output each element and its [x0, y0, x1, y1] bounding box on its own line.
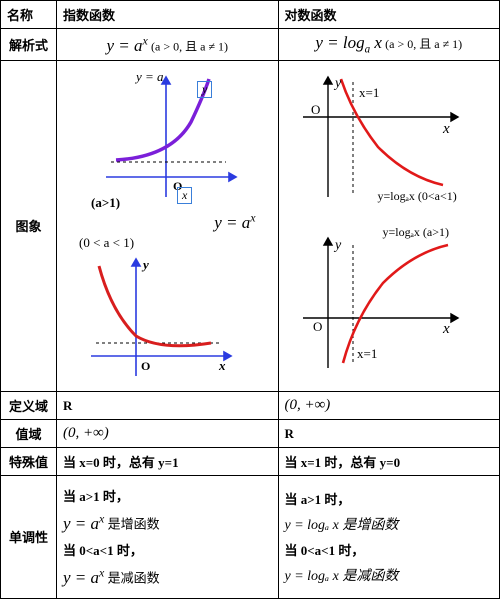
exp-a-lt1-caption: (0 < a < 1): [79, 235, 274, 251]
row-special: 特殊值: [1, 448, 57, 476]
row-domain: 定义域: [1, 392, 57, 420]
row-graph: 图象: [1, 60, 57, 392]
svg-text:y: y: [141, 257, 149, 272]
row-expr: 解析式: [1, 29, 57, 61]
svg-text:O: O: [313, 319, 322, 334]
svg-text:x=1: x=1: [359, 85, 379, 100]
x-box-label: x: [177, 187, 192, 204]
svg-text:x=1: x=1: [357, 346, 377, 361]
col-name: 名称: [1, 1, 57, 29]
log-a-gt1-label: y=logₐx (a>1): [383, 225, 449, 240]
log-graph-cell: y O x x=1 y=logₐx (0<a<1) y=logₐx (a>1): [278, 60, 500, 392]
exp-range: (0, +∞): [57, 420, 279, 448]
svg-text:x: x: [218, 358, 226, 373]
log-graph-a-gt1: y O x x=1: [283, 223, 493, 378]
svg-text:y = a: y = a: [134, 69, 164, 84]
log-formula-cell: y = loga x (a > 0, 且 a ≠ 1): [278, 29, 500, 61]
exp-graph-a-lt1: y x O: [61, 251, 261, 386]
svg-text:y: y: [333, 238, 342, 253]
log-special: 当 x=1 时，总有 y=0: [278, 448, 500, 476]
svg-text:O: O: [141, 359, 150, 373]
svg-text:O: O: [311, 102, 320, 117]
log-range: R: [278, 420, 500, 448]
exp-a-gt1-caption: (a>1): [91, 195, 120, 211]
function-comparison-table: 名称 指数函数 对数函数 解析式 y = ax (a > 0, 且 a ≠ 1)…: [0, 0, 500, 599]
exp-special: 当 x=0 时，总有 y=1: [57, 448, 279, 476]
exp-graph-cell: y = a O y x (a>1) y = ax (0 < a < 1): [57, 60, 279, 392]
col-exp: 指数函数: [57, 1, 279, 29]
y-box-label: y: [197, 81, 212, 98]
log-mono: 当 a>1 时， y = logₐ x 是增函数 当 0<a<1 时， y = …: [278, 476, 500, 598]
exp-formula-cell: y = ax (a > 0, 且 a ≠ 1): [57, 29, 279, 61]
log-domain: (0, +∞): [278, 392, 500, 420]
svg-text:x: x: [442, 121, 450, 137]
exp-domain: R: [57, 392, 279, 420]
svg-text:y: y: [333, 76, 342, 91]
row-range: 值域: [1, 420, 57, 448]
log-a-lt1-label: y=logₐx (0<a<1): [378, 189, 457, 204]
row-mono: 单调性: [1, 476, 57, 598]
col-log: 对数函数: [278, 1, 500, 29]
svg-text:x: x: [442, 321, 450, 337]
exp-mono: 当 a>1 时， y = ax 是增函数 当 0<a<1 时， y = ax 是…: [57, 476, 279, 598]
